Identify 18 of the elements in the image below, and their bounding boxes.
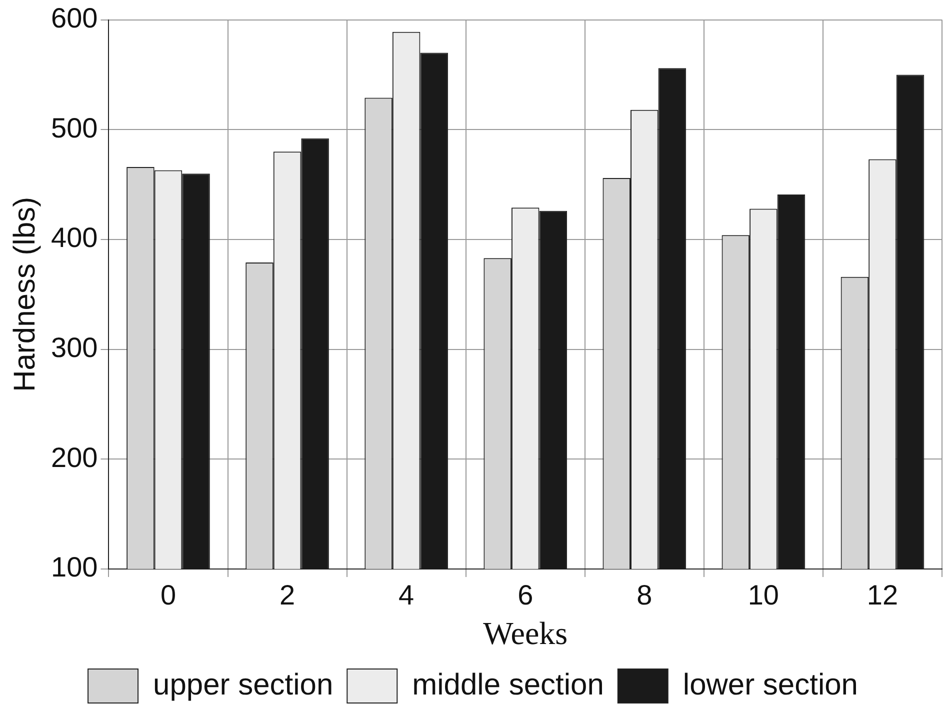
x-tick-label: 2	[279, 580, 296, 611]
y-tick-label: 300	[51, 332, 98, 364]
y-axis-title: Hardness (lbs)	[8, 196, 42, 392]
legend-label: upper section	[153, 668, 334, 702]
x-tick-label: 4	[398, 580, 414, 611]
y-tick-label: 100	[51, 552, 98, 583]
x-tick-label: 6	[518, 580, 534, 611]
x-axis-title: Weeks	[483, 615, 568, 652]
x-tick-label: 10	[748, 580, 780, 611]
x-tick-label: 0	[160, 580, 176, 611]
y-tick-label: 600	[51, 2, 98, 34]
y-tick-label: 500	[51, 112, 98, 144]
legend-label: middle section	[412, 668, 604, 702]
y-tick-label: 400	[51, 222, 98, 254]
y-tick-label: 200	[51, 442, 98, 473]
x-tick-label: 12	[866, 580, 898, 611]
x-tick-label: 8	[636, 580, 652, 611]
legend-label: lower section	[682, 668, 858, 702]
